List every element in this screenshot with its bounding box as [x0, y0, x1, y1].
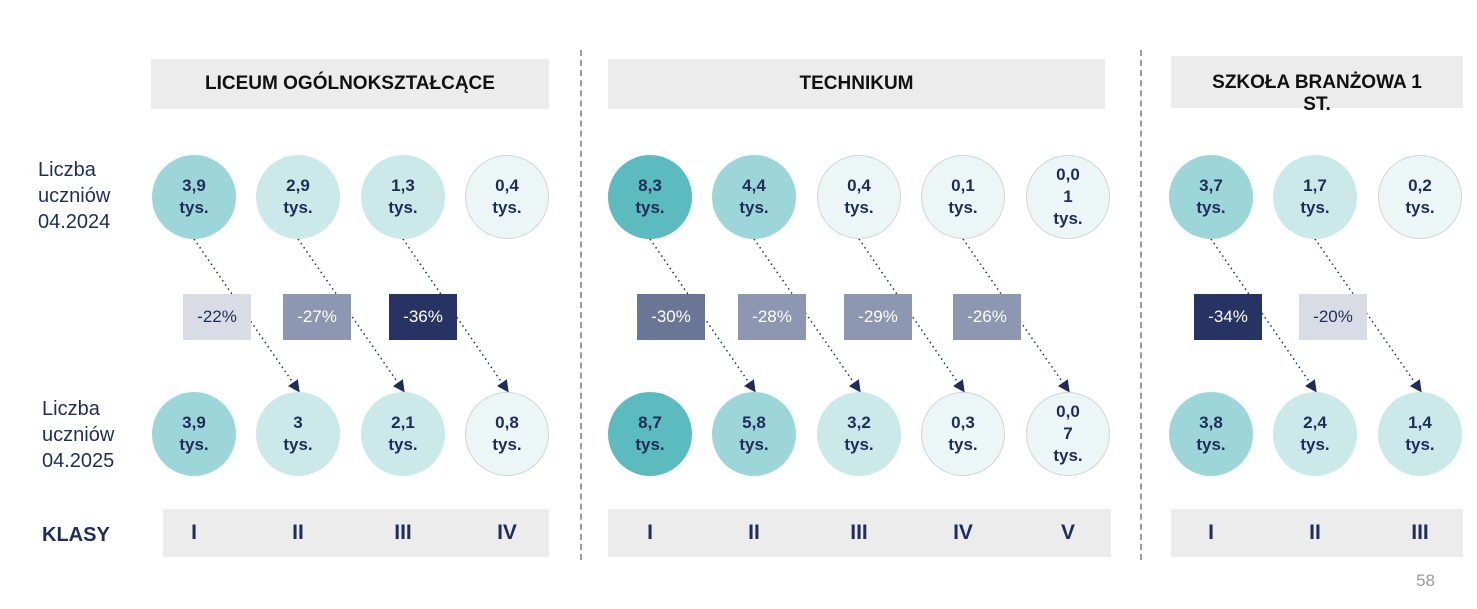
- class-label: IV: [497, 521, 517, 544]
- change-badge: -36%: [389, 294, 457, 340]
- value-text: 3,9 tys.: [179, 413, 209, 454]
- section-separator: [580, 50, 582, 560]
- value-circle-2024: 0,1 tys.: [921, 155, 1005, 239]
- section-header-liceum: LICEUM OGÓLNOKSZTAŁCĄCE: [151, 59, 549, 109]
- value-text: 0,0 1 tys.: [1053, 165, 1083, 228]
- value-text: 1,4 tys.: [1405, 413, 1435, 454]
- change-badge: -29%: [844, 294, 912, 340]
- value-circle-2024: 0,4 tys.: [817, 155, 901, 239]
- class-label: I: [191, 521, 197, 544]
- value-circle-2024: 1,7 tys.: [1273, 155, 1357, 239]
- value-text: 1,7 tys.: [1300, 176, 1330, 217]
- value-text: 5,8 tys.: [739, 413, 769, 454]
- value-text: 0,1 tys.: [948, 176, 978, 217]
- value-text: 0,8 tys.: [492, 413, 522, 454]
- klasy-bar-branzowa: I II III: [1171, 509, 1463, 557]
- cohort-arrow: [1314, 238, 1422, 393]
- section-title: SZKOŁA BRANŻOWA 1 ST.: [1212, 72, 1422, 115]
- cohort-arrow: [297, 238, 405, 393]
- row-label-klasy: KLASY: [42, 524, 110, 546]
- cohort-arrow: [193, 238, 300, 393]
- class-label: V: [1060, 521, 1075, 544]
- value-circle-2024: 4,4 tys.: [712, 155, 796, 239]
- value-circle-2025: 1,4 tys.: [1378, 392, 1462, 476]
- value-circle-2024: 0,0 1 tys.: [1026, 155, 1110, 239]
- class-label: III: [1411, 521, 1429, 544]
- value-circle-2025: 3,9 tys.: [152, 392, 236, 476]
- class-label: II: [292, 521, 304, 544]
- value-circle-2025: 3,8 tys.: [1169, 392, 1253, 476]
- class-label: II: [1309, 521, 1321, 544]
- section-separator: [1140, 50, 1142, 560]
- change-badge: -22%: [183, 294, 251, 340]
- class-label: IV: [953, 521, 973, 544]
- value-circle-2024: 1,3 tys.: [361, 155, 445, 239]
- value-text: 3,9 tys.: [179, 176, 209, 217]
- value-circle-2025: 3,2 tys.: [817, 392, 901, 476]
- value-text: 4,4 tys.: [739, 176, 769, 217]
- value-circle-2024: 0,4 tys.: [465, 155, 549, 239]
- value-text: 2,1 tys.: [388, 413, 418, 454]
- section-header-branzowa: SZKOŁA BRANŻOWA 1 ST.: [1171, 56, 1463, 115]
- change-badge: -30%: [637, 294, 705, 340]
- cohort-arrow: [649, 238, 756, 393]
- value-circle-2025: 0,0 7 tys.: [1026, 392, 1110, 476]
- class-label: II: [748, 521, 760, 544]
- value-text: 3 tys.: [283, 413, 313, 454]
- value-circle-2024: 2,9 tys.: [256, 155, 340, 239]
- cohort-arrow: [1210, 238, 1317, 393]
- class-label: I: [1208, 521, 1214, 544]
- value-circle-2025: 2,1 tys.: [361, 392, 445, 476]
- value-text: 8,7 tys.: [635, 413, 665, 454]
- row-label-2025: Liczba uczniów 04.2025: [42, 398, 115, 472]
- value-circle-2024: 3,7 tys.: [1169, 155, 1253, 239]
- value-circle-2025: 3 tys.: [256, 392, 340, 476]
- value-text: 1,3 tys.: [388, 176, 418, 217]
- cohort-arrow: [962, 238, 1070, 393]
- change-badge: -26%: [953, 294, 1021, 340]
- cohort-arrow: [753, 238, 861, 393]
- cohort-arrow: [858, 238, 965, 393]
- value-text: 2,4 tys.: [1300, 413, 1330, 454]
- change-badge: -28%: [738, 294, 806, 340]
- section-title: TECHNIKUM: [799, 73, 914, 94]
- class-label: III: [850, 521, 868, 544]
- value-text: 3,2 tys.: [844, 413, 874, 454]
- value-circle-2025: 5,8 tys.: [712, 392, 796, 476]
- klasy-bar-technikum: I II III IV V: [608, 509, 1111, 557]
- row-label-2024: Liczba uczniów 04.2024: [38, 159, 111, 233]
- page-number: 58: [1416, 571, 1435, 590]
- class-label: I: [647, 521, 653, 544]
- value-text: 0,2 tys.: [1405, 176, 1435, 217]
- value-text: 0,4 tys.: [492, 176, 522, 217]
- value-circle-2024: 3,9 tys.: [152, 155, 236, 239]
- class-label: III: [394, 521, 412, 544]
- cohort-arrow: [402, 238, 509, 393]
- section-title: LICEUM OGÓLNOKSZTAŁCĄCE: [205, 73, 495, 94]
- section-header-technikum: TECHNIKUM: [608, 59, 1105, 109]
- change-badge: -20%: [1299, 294, 1367, 340]
- value-text: 2,9 tys.: [283, 176, 313, 217]
- klasy-bar-liceum: I II III IV: [163, 509, 549, 557]
- value-circle-2025: 8,7 tys.: [608, 392, 692, 476]
- value-text: 0,3 tys.: [948, 413, 978, 454]
- value-circle-2025: 0,8 tys.: [465, 392, 549, 476]
- value-text: 0,4 tys.: [844, 176, 874, 217]
- value-text: 3,7 tys.: [1196, 176, 1226, 217]
- value-text: 8,3 tys.: [635, 176, 665, 217]
- change-badge: -27%: [283, 294, 351, 340]
- value-circle-2025: 0,3 tys.: [921, 392, 1005, 476]
- value-circle-2025: 2,4 tys.: [1273, 392, 1357, 476]
- value-text: 0,0 7 tys.: [1053, 402, 1083, 465]
- value-circle-2024: 0,2 tys.: [1378, 155, 1462, 239]
- change-badge: -34%: [1194, 294, 1262, 340]
- value-text: 3,8 tys.: [1196, 413, 1226, 454]
- value-circle-2024: 8,3 tys.: [608, 155, 692, 239]
